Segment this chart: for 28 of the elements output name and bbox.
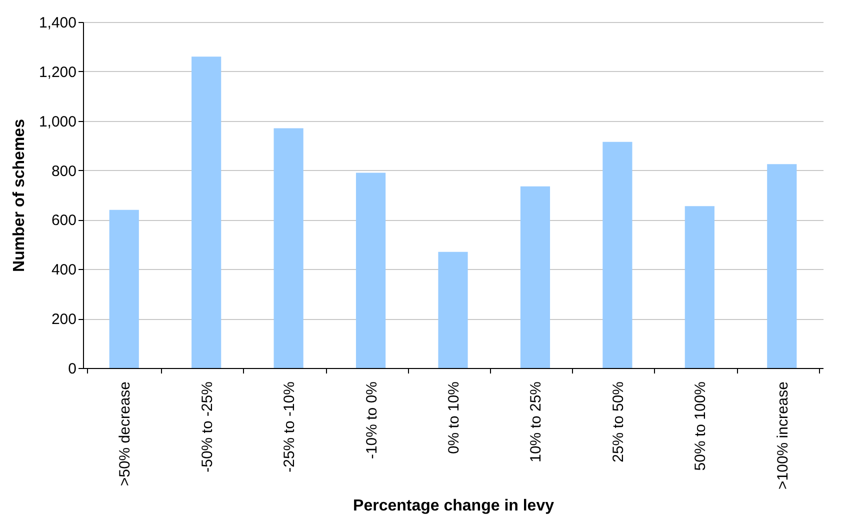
x-tick-label: 50% to 100% bbox=[692, 382, 710, 471]
y-tick-label: 400 bbox=[51, 262, 76, 279]
x-tick-label: -50% to -25% bbox=[198, 382, 216, 472]
x-tick-label: 25% to 50% bbox=[610, 382, 627, 462]
y-tick-label: 0 bbox=[68, 360, 76, 378]
bar bbox=[520, 186, 550, 368]
y-tick-label: 1,200 bbox=[38, 64, 76, 81]
x-axis-title: Percentage change in levy bbox=[353, 497, 554, 514]
bar bbox=[767, 164, 797, 368]
bar bbox=[109, 210, 139, 368]
y-axis-title: Number of schemes bbox=[10, 118, 28, 272]
bar bbox=[602, 142, 632, 368]
bar bbox=[192, 56, 222, 368]
bar bbox=[274, 128, 304, 368]
x-tick-label: -10% to 0% bbox=[363, 382, 380, 460]
y-tick-label: 1,000 bbox=[38, 113, 76, 130]
y-tick-label: 1,400 bbox=[38, 14, 76, 32]
x-tick-label: >100% increase bbox=[774, 382, 792, 490]
x-tick-label: >50% decrease bbox=[116, 382, 134, 486]
x-tick-label: -25% to -10% bbox=[281, 382, 298, 472]
bar bbox=[684, 206, 714, 368]
x-tick-label: 10% to 25% bbox=[528, 382, 545, 462]
y-tick-label: 200 bbox=[51, 311, 76, 328]
bar bbox=[356, 172, 386, 368]
y-tick-label: 800 bbox=[51, 162, 76, 180]
x-tick-label: 0% to 10% bbox=[446, 382, 462, 454]
y-tick-label: 600 bbox=[51, 212, 76, 230]
bar bbox=[438, 252, 468, 368]
